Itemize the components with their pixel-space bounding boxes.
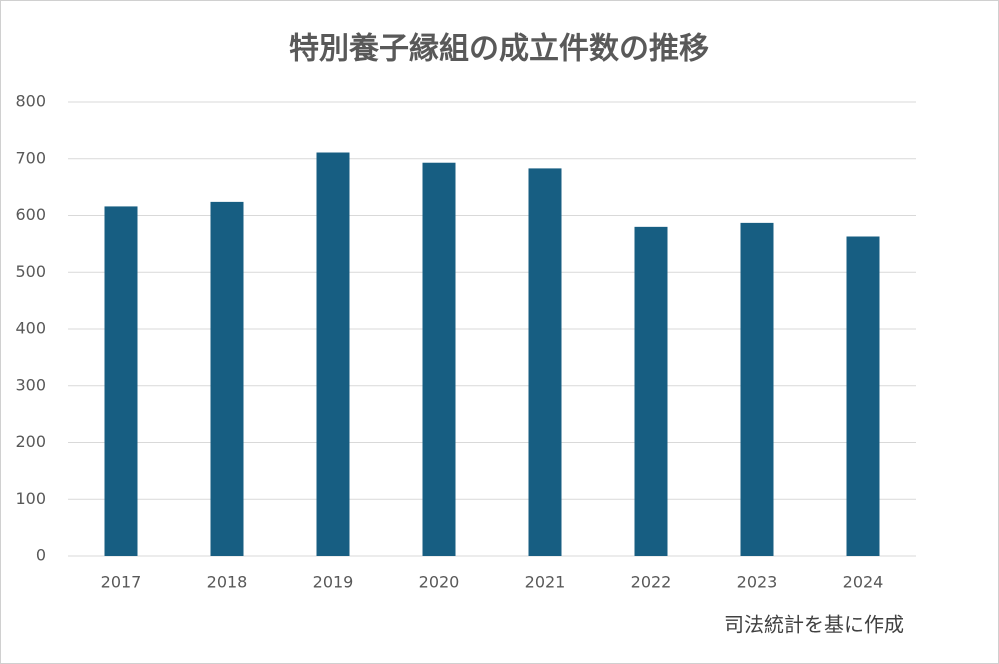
x-tick-label: 2022 bbox=[631, 573, 672, 592]
bar bbox=[528, 168, 562, 556]
x-tick-label: 2018 bbox=[207, 573, 248, 592]
y-tick-label: 600 bbox=[15, 205, 46, 224]
y-tick-label: 800 bbox=[15, 92, 46, 111]
bar bbox=[104, 206, 138, 557]
y-tick-label: 0 bbox=[36, 546, 46, 565]
x-tick-label: 2024 bbox=[843, 573, 884, 592]
bar bbox=[634, 226, 668, 556]
y-tick-label: 400 bbox=[15, 319, 46, 338]
y-tick-label: 100 bbox=[15, 489, 46, 508]
bar bbox=[740, 222, 774, 556]
x-tick-label: 2020 bbox=[419, 573, 460, 592]
bar bbox=[846, 236, 880, 556]
chart-title: 特別養子縁組の成立件数の推移 bbox=[289, 32, 709, 67]
annotation: 司法統計を基に作成 bbox=[724, 613, 904, 637]
y-tick-label: 500 bbox=[15, 262, 46, 281]
bar bbox=[316, 152, 350, 556]
x-tick-label: 2023 bbox=[737, 573, 778, 592]
x-tick-label: 2021 bbox=[525, 573, 566, 592]
x-tick-label: 2019 bbox=[313, 573, 354, 592]
bar bbox=[422, 162, 456, 556]
y-tick-label: 300 bbox=[15, 375, 46, 394]
y-tick-label: 200 bbox=[15, 432, 46, 451]
x-tick-label: 2017 bbox=[101, 573, 142, 592]
y-tick-label: 700 bbox=[15, 148, 46, 167]
bar bbox=[210, 201, 244, 556]
